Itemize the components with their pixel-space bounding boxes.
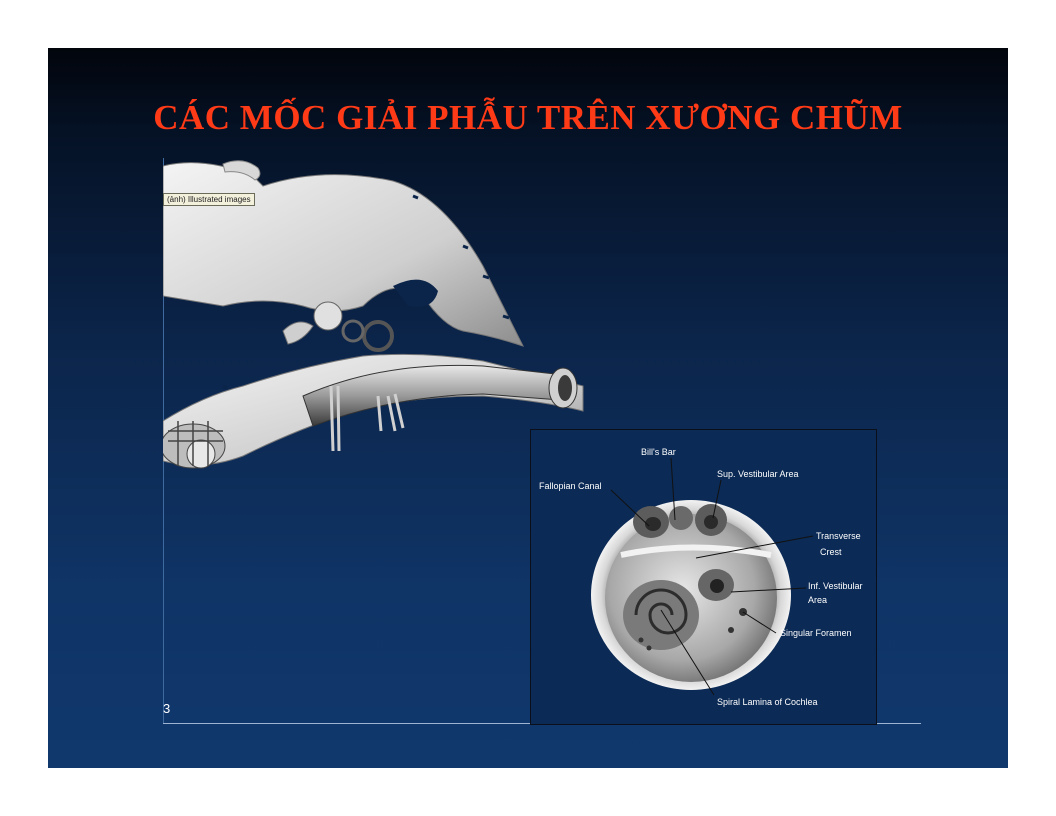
slide: CÁC MỐC GIẢI PHẪU TRÊN XƯƠNG CHŨM bbox=[48, 48, 1008, 768]
image-tooltip: (ảnh) Illustrated images bbox=[163, 193, 255, 206]
label-spiral-lamina: Spiral Lamina of Cochlea bbox=[717, 696, 818, 708]
label-transverse: Transverse bbox=[816, 530, 861, 542]
label-crest: Crest bbox=[820, 546, 842, 558]
label-area: Area bbox=[808, 594, 827, 606]
label-singular-foramen: Singular Foramen bbox=[780, 627, 852, 639]
fundus-illustration bbox=[531, 430, 876, 724]
inset-fundus-diagram: Bill's Bar Sup. Vestibular Area Fallopia… bbox=[530, 429, 877, 725]
label-bills-bar: Bill's Bar bbox=[641, 446, 676, 458]
slide-title: CÁC MỐC GIẢI PHẪU TRÊN XƯƠNG CHŨM bbox=[48, 98, 1008, 138]
label-sup-vestibular-area: Sup. Vestibular Area bbox=[717, 468, 799, 480]
slide-number: 3 bbox=[163, 701, 170, 716]
label-inf-vestibular: Inf. Vestibular bbox=[808, 580, 863, 592]
label-fallopian-canal: Fallopian Canal bbox=[539, 480, 602, 492]
